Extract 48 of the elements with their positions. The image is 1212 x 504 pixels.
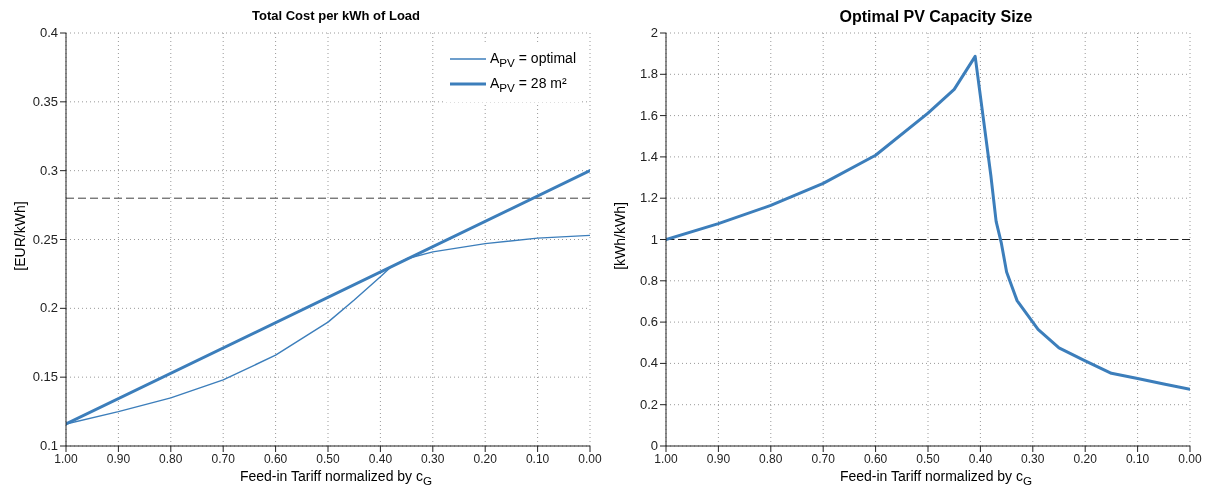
y-tick-label: 2 [650, 25, 658, 40]
x-tick-label: 0.20 [473, 451, 498, 466]
y-axis-title: [kWh/kWh] [612, 201, 628, 272]
x-tick-label: 0.90 [706, 451, 731, 466]
x-tick-label: 0.70 [211, 451, 236, 466]
x-tick-label: 0.90 [106, 451, 131, 466]
x-tick-label: 1.00 [654, 451, 678, 466]
y-tick-label: 0.2 [39, 300, 58, 316]
y-axis-title: [EUR/kWh] [12, 200, 28, 273]
y-tick-label: 1.8 [639, 66, 658, 82]
y-tick-label: 1.4 [639, 148, 658, 164]
x-tick-label: 0.10 [1125, 451, 1150, 466]
legend-label: A$_{PV}$ = optimal [490, 50, 576, 69]
x-tick-label: 0.40 [968, 451, 993, 466]
y-tick-label: 0.3 [39, 162, 58, 178]
y-tick-label: 0.1 [39, 438, 58, 453]
x-tick-label: 0.60 [863, 451, 888, 466]
x-tick-label: 0.40 [368, 451, 393, 466]
chart-title: Total Cost per kWh of Load [251, 8, 421, 23]
y-tick-label: 0.4 [39, 25, 58, 40]
x-tick-label: 0.00 [578, 451, 602, 466]
y-tick-label: 0.8 [639, 272, 658, 288]
x-tick-label: 0.10 [525, 451, 550, 466]
y-tick-label: 0.35 [32, 93, 58, 109]
x-tick-label: 0.30 [421, 451, 445, 466]
y-tick-label: 0.25 [32, 231, 58, 247]
x-tick-label: 0.20 [1073, 451, 1098, 466]
x-tick-label: 0.50 [316, 451, 340, 466]
y-tick-label: 0.6 [639, 314, 658, 330]
y-tick-label: 0.4 [639, 355, 658, 371]
x-tick-label: 0.00 [1178, 451, 1202, 466]
x-tick-label: 1.00 [54, 451, 78, 466]
x-tick-label: 0.80 [159, 451, 183, 466]
y-tick-label: 1.2 [639, 190, 658, 206]
y-tick-label: 0.15 [32, 369, 58, 385]
y-tick-label: 1 [650, 231, 658, 247]
x-tick-label: 0.80 [759, 451, 783, 466]
x-axis-title: Feed-in Tariff normalized by c$_{G}$ [238, 468, 434, 489]
y-tick-label: 0 [650, 438, 658, 453]
x-tick-label: 0.70 [811, 451, 836, 466]
chart-title: Optimal PV Capacity Size [839, 8, 1033, 25]
x-tick-label: 0.60 [263, 451, 288, 466]
x-tick-label: 0.50 [916, 451, 940, 466]
y-tick-label: 1.6 [639, 107, 658, 123]
legend-label: A$_{PV}$ = 28 m² [490, 74, 567, 94]
x-axis-title: Feed-in Tariff normalized by c$_{G}$ [838, 468, 1034, 489]
x-tick-label: 0.30 [1021, 451, 1045, 466]
y-tick-label: 0.2 [639, 396, 658, 412]
